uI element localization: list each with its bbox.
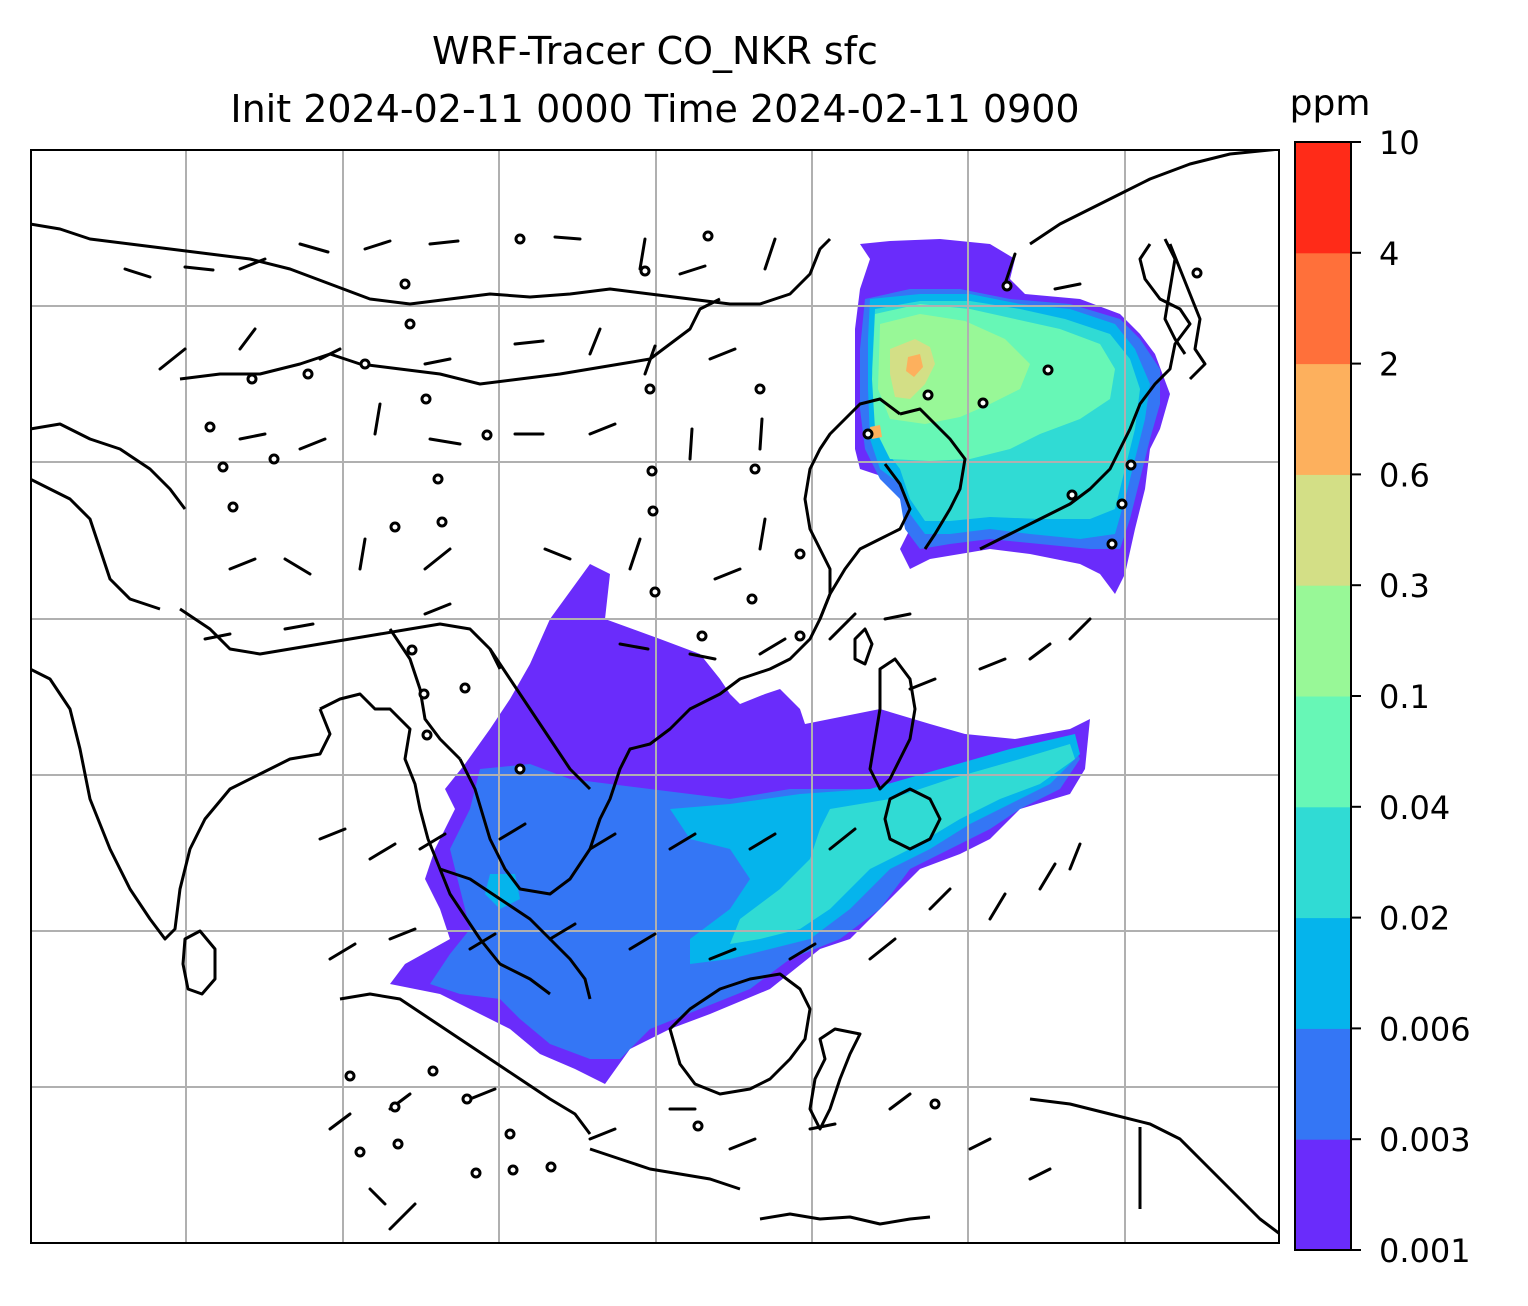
colorbar-segment — [1295, 917, 1351, 1029]
coast-java — [589, 1147, 741, 1191]
colorbar-tick-label: 2 — [1379, 346, 1399, 384]
colorbar-segment — [1295, 142, 1351, 254]
colorbar-segment — [1295, 585, 1351, 697]
border-kazakh — [30, 422, 187, 510]
colorbar-tick-label: 0.6 — [1379, 456, 1430, 494]
border-mongolia-south — [179, 297, 721, 386]
coast-philippines-south — [883, 787, 942, 851]
coast-sakhalin — [1163, 238, 1187, 355]
plume-south-cyan-spot — [485, 874, 520, 909]
chart-title-line1: WRF-Tracer CO_NKR sfc — [432, 29, 878, 73]
coast-borneo — [668, 972, 812, 1096]
gridlines — [30, 149, 1280, 1244]
coast-new-guinea — [1029, 1097, 1280, 1236]
colorbar-segment — [1295, 363, 1351, 475]
colorbar: ppm 0.001 0.003 0.006 0.02 0.04 0.1 0.3 0.6 2 4 10 — [1290, 83, 1471, 1270]
colorbar-tick-label: 0.02 — [1379, 900, 1450, 938]
coast-lesser-sunda — [759, 1212, 931, 1226]
colorbar-tick-label: 0.04 — [1379, 789, 1450, 827]
map-frame — [30, 149, 1280, 1244]
border-laos-vietnam — [488, 648, 592, 791]
colorbar-segment — [1295, 1139, 1351, 1251]
colorbar-frame — [1294, 141, 1352, 1251]
colorbar-segment — [1295, 252, 1351, 365]
coast-taiwan — [853, 627, 874, 666]
colorbar-tick-label: 0.003 — [1379, 1121, 1471, 1159]
coast-sulawesi — [808, 1027, 862, 1131]
coast-japan — [979, 243, 1192, 551]
colorbar-segment — [1295, 1028, 1351, 1140]
border-china-north — [30, 222, 832, 306]
colorbar-tick-label: 10 — [1379, 124, 1420, 162]
plume-north-orange-spot — [906, 354, 923, 377]
border-pakistan — [30, 477, 161, 611]
coast-china-east — [803, 397, 901, 620]
map-panel — [30, 149, 1280, 1244]
colorbar-tick-label: 0.006 — [1379, 1010, 1471, 1048]
coast-srilanka — [181, 929, 217, 996]
border-himalaya — [179, 607, 502, 670]
colorbar-segment — [1295, 696, 1351, 808]
calm-circles — [204, 230, 1203, 1179]
coast-russia-pacific — [1168, 243, 1207, 381]
chart-title-line2: Init 2024-02-11 0000 Time 2024-02-11 090… — [230, 87, 1080, 131]
colorbar-unit-label: ppm — [1290, 83, 1370, 124]
coast-korea — [899, 407, 967, 550]
border-myanmar — [388, 628, 462, 761]
coast-sumatra — [339, 992, 592, 1135]
colorbar-tick-label: 0.1 — [1379, 678, 1430, 716]
colorbar-segments — [1295, 142, 1351, 1251]
coast-malay — [439, 867, 592, 1000]
coastlines — [30, 149, 1280, 1236]
tracer-shading — [390, 239, 1170, 1084]
coast-philippines — [868, 657, 917, 791]
colorbar-segment — [1295, 474, 1351, 586]
colorbar-segment — [1295, 806, 1351, 919]
colorbar-tick-label: 4 — [1379, 235, 1399, 273]
wind-barbs — [123, 235, 1092, 1231]
coast-india — [30, 667, 332, 941]
coast-bay-bengal — [319, 692, 551, 996]
colorbar-ticks: 0.001 0.003 0.006 0.02 0.04 0.1 0.3 0.6 2 4 10 — [1351, 124, 1471, 1270]
coast-russia-east — [1029, 149, 1280, 246]
colorbar-tick-label: 0.3 — [1379, 567, 1430, 605]
coast-indochina — [458, 463, 912, 896]
colorbar-tick-label: 0.001 — [1379, 1232, 1471, 1270]
